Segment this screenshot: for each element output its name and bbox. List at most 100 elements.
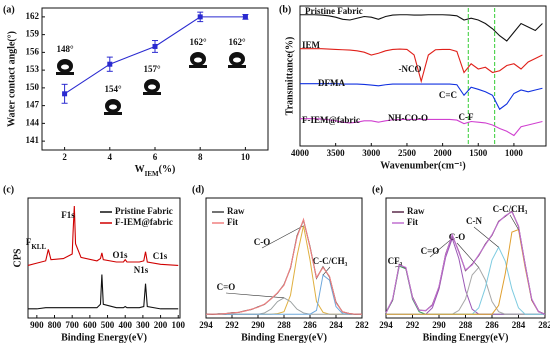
leader-line: [429, 238, 453, 258]
annotation: N1s: [134, 265, 149, 275]
droplet-highlight: [148, 84, 156, 90]
droplet-highlight: [109, 104, 117, 110]
x-tick-label: 1000: [505, 148, 524, 158]
y-axis-label: Transmittance(%): [284, 37, 295, 116]
x-tick-label: 292: [225, 320, 239, 330]
y-tick-label: 141: [26, 135, 40, 145]
plot-frame: [41, 7, 269, 151]
y-tick-label: 147: [26, 100, 40, 110]
x-axis-label: WIEM(%): [135, 164, 176, 177]
substrate: [104, 112, 122, 115]
series-label: Pristine Fabric: [305, 6, 363, 16]
plot-frame: [299, 5, 547, 147]
component-label: C-N: [466, 216, 482, 226]
x-tick-label: 3500: [327, 148, 346, 158]
panel-label: (a): [3, 4, 15, 15]
droplet-highlight: [194, 57, 202, 63]
annotation: C1s: [153, 251, 168, 261]
annotation-sub: KLL: [31, 243, 46, 251]
panel-label: (e): [372, 184, 383, 195]
legend-label: Pristine Fabric: [115, 206, 173, 216]
x-tick-label: 3000: [362, 148, 381, 158]
x-axis-label: Binding Energy(eV): [61, 332, 147, 343]
plot-frame: [27, 197, 181, 319]
component-curve: [386, 236, 545, 315]
x-tick-label: 900: [30, 320, 44, 330]
annotation: C=C: [439, 90, 457, 100]
droplet-icon: [228, 52, 246, 68]
droplet-icon: [56, 59, 74, 75]
x-tick-label: 282: [538, 320, 550, 330]
component-label: C-O: [254, 237, 271, 247]
x-tick-label: 800: [48, 320, 62, 330]
series-label: IEM: [302, 40, 321, 50]
annotation: FKLL: [26, 237, 47, 251]
substrate: [228, 65, 246, 68]
droplet-icon: [189, 52, 207, 68]
series-line: [300, 48, 543, 84]
annotation: 148°: [56, 44, 74, 54]
leader-line: [261, 225, 304, 249]
annotation: O1s: [112, 250, 128, 260]
x-tick-label: 4: [108, 152, 113, 162]
series-line: [300, 118, 543, 137]
x-tick-label: 284: [512, 320, 526, 330]
annotation: C-F: [459, 112, 474, 122]
point: [152, 43, 158, 49]
droplet-icon: [104, 99, 122, 115]
point: [242, 14, 248, 20]
x-tick-label: 2: [62, 152, 67, 162]
series-line: [206, 217, 362, 315]
leader-line: [456, 242, 479, 268]
x-tick-label: 288: [277, 320, 291, 330]
annotation: 162°: [189, 37, 207, 47]
component-curve: [386, 246, 545, 315]
component-label: CF₃: [388, 256, 403, 266]
legend-label: Fit: [227, 217, 238, 227]
x-tick-label: 1500: [469, 148, 488, 158]
leader-line: [509, 214, 519, 230]
series-label: DFMA: [318, 78, 345, 88]
leader-line: [322, 266, 331, 276]
legend-label: F-IEM@fabric: [115, 217, 173, 227]
x-tick-label: 292: [406, 320, 420, 330]
series-line: [385, 211, 546, 315]
point: [62, 91, 68, 97]
component-curve: [206, 225, 362, 315]
y-tick-label: 150: [26, 82, 40, 92]
x-tick-label: 288: [459, 320, 473, 330]
x-tick-label: 2000: [434, 148, 453, 158]
y-tick-label: 153: [26, 64, 40, 74]
y-tick-label: 144: [26, 117, 40, 127]
x-tick-label: 282: [355, 320, 369, 330]
x-axis-label: Binding Energy(eV): [423, 332, 509, 343]
annotation: 162°: [228, 37, 246, 47]
annotation: -NCO: [399, 64, 422, 74]
x-tick-label: 500: [101, 320, 115, 330]
series-line: [205, 218, 363, 316]
x-tick-label: 8: [198, 152, 203, 162]
series-line: [27, 205, 179, 266]
x-tick-label: 2500: [398, 148, 417, 158]
droplet-icon: [143, 79, 161, 95]
component-curve: [206, 274, 362, 315]
y-axis-label: CPS: [12, 248, 23, 267]
component-label: C-O: [449, 232, 466, 242]
y-axis-label: Water contact angle(°): [6, 31, 17, 127]
y-tick-label: 159: [26, 29, 40, 39]
x-axis-label: Wavenumber(cm⁻¹): [380, 160, 465, 171]
x-tick-label: 290: [432, 320, 446, 330]
droplet-highlight: [61, 64, 69, 70]
component-label: C-C/CH₃: [313, 256, 348, 266]
leader-line: [225, 292, 285, 299]
point: [107, 61, 113, 67]
x-tick-label: 400: [118, 320, 132, 330]
x-tick-label: 700: [65, 320, 79, 330]
annotation: 157°: [143, 64, 161, 74]
x-tick-label: 286: [485, 320, 499, 330]
y-tick-label: 162: [26, 11, 40, 21]
y-tick-label: 156: [26, 46, 40, 56]
annotation-main: F: [26, 237, 32, 247]
point: [197, 14, 203, 20]
